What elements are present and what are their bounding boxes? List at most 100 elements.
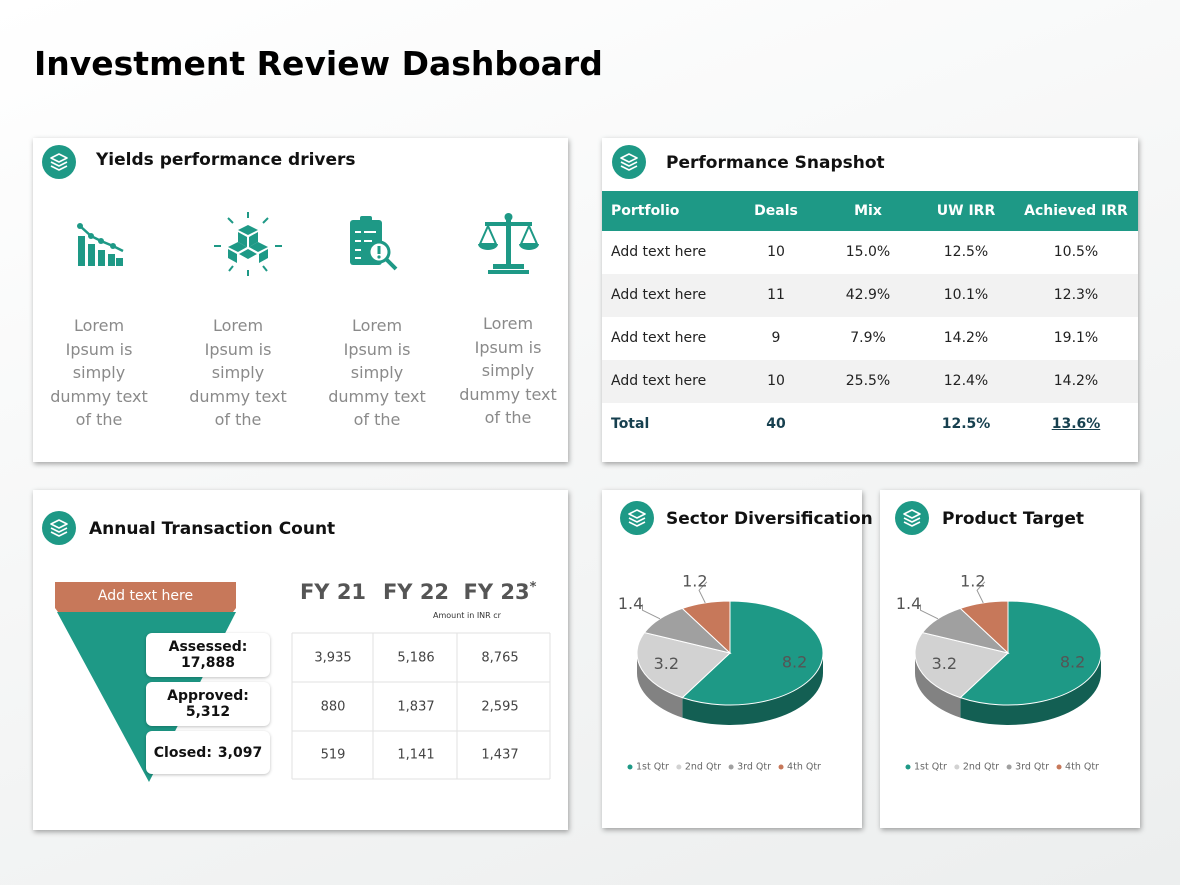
year-label: FY 21 <box>299 580 367 604</box>
driver-line: of the <box>75 410 123 429</box>
data-label: 3.2 <box>654 654 679 673</box>
table-cell: 1,141 <box>397 747 435 763</box>
panel-icon <box>612 145 646 179</box>
legend-swatch <box>1006 764 1012 770</box>
legend-label: 3rd Qtr <box>1015 762 1049 773</box>
driver-line: Ipsum is <box>343 339 411 359</box>
pie-slice <box>959 600 1009 655</box>
table-cell: 14.2% <box>1053 373 1099 389</box>
funnel-stage: Closed: 3,097 <box>146 731 270 774</box>
table-cell: 3,935 <box>314 650 352 666</box>
legend-label: 4th Qtr <box>1065 762 1099 773</box>
legend-swatch <box>728 764 734 770</box>
table-cell: 880 <box>320 699 346 715</box>
table-cell: 25.5% <box>845 373 891 389</box>
table-cell: Add text here <box>611 330 707 346</box>
legend-label: 3rd Qtr <box>737 762 771 773</box>
driver-icons <box>77 212 539 276</box>
funnel-stage: Assessed: 17,888 <box>146 633 270 677</box>
pie-slice <box>959 600 1102 706</box>
driver-line: Ipsum is <box>474 337 542 357</box>
driver-line: dummy text <box>50 386 148 406</box>
driver-text: Lorem Ipsum is simply dummy text of the <box>178 314 298 432</box>
column-header: UW IRR <box>936 203 996 219</box>
panel-title: Product Target <box>942 509 1085 529</box>
pie-slice <box>914 632 1010 699</box>
pie-panel: Product Target 8.2 3.2 1.4 1.2 1st Qtr 2nd Qt… <box>880 490 1140 828</box>
note: Amount in INR cr <box>433 611 501 620</box>
table-row: Add text here 10 25.5% 12.4% 14.2% <box>602 360 1138 403</box>
table-cell: 9 <box>771 330 781 346</box>
table-row: Add text here 10 15.0% 12.5% 10.5% <box>602 231 1138 274</box>
driver-line: of the <box>214 410 262 429</box>
pie-side <box>682 653 823 725</box>
stage-value: 17,888 <box>180 655 236 671</box>
driver-line: Lorem <box>482 314 534 333</box>
table-cell: Add text here <box>611 287 707 303</box>
pie-chart: 8.2 3.2 1.4 1.2 1st Qtr 2nd Qtr 3rd Qtr 4th Qtr <box>896 571 1102 773</box>
pie-side <box>637 653 683 718</box>
driver-line: of the <box>484 408 532 427</box>
column-header: Achieved IRR <box>1024 203 1128 219</box>
total-uw-irr: 12.5% <box>941 416 991 432</box>
legend-swatch <box>627 764 633 770</box>
legend-label: 2nd Qtr <box>963 762 999 773</box>
driver-line: dummy text <box>459 384 557 404</box>
data-label: 1.4 <box>896 594 921 613</box>
legend-label: 1st Qtr <box>636 762 669 773</box>
table-row: Add text here 9 7.9% 14.2% 19.1% <box>602 317 1138 360</box>
stage-value: 5,312 <box>185 704 231 720</box>
table-cell: 2,595 <box>481 699 519 715</box>
table-cell: 519 <box>320 747 346 763</box>
transactions-panel: Annual Transaction Count Add text here F… <box>33 490 568 830</box>
funnel-stage: Approved: 5,312 <box>146 682 270 726</box>
stage-label: Approved: <box>167 688 249 704</box>
table-cell: 42.9% <box>845 287 891 303</box>
legend-swatch <box>778 764 784 770</box>
legend-label: 1st Qtr <box>914 762 947 773</box>
panel-icon <box>42 145 76 179</box>
funnel-header: Add text here <box>97 588 194 604</box>
total-deals: 40 <box>766 416 786 432</box>
table-cell: 5,186 <box>397 650 435 666</box>
pie-slice <box>681 600 824 706</box>
legend-label: 2nd Qtr <box>685 762 721 773</box>
year-header: FY 23* <box>464 580 537 604</box>
table-header: Portfolio Deals Mix UW IRR Achieved IRR <box>602 191 1138 231</box>
table-cell: 7.9% <box>850 330 886 346</box>
table-cell: 12.4% <box>943 373 989 389</box>
driver-text: Lorem Ipsum is simply dummy text of the <box>39 314 159 432</box>
driver-line: Lorem <box>212 316 264 335</box>
total-achieved-irr: 13.6% <box>1051 416 1101 432</box>
asterisk: * <box>529 580 537 595</box>
stage-label: Closed: <box>153 744 212 761</box>
pie-chart: 8.2 3.2 1.4 1.2 1st Qtr 2nd Qtr 3rd Qtr 4th Qtr <box>618 571 824 773</box>
legend-label: 4th Qtr <box>787 762 821 773</box>
legend-swatch <box>676 764 682 770</box>
year-label: FY 23 <box>463 580 530 604</box>
legend-swatch <box>954 764 960 770</box>
table-cell: 8,765 <box>481 650 519 666</box>
stage-label: Assessed: <box>168 639 248 655</box>
driver-line: Ipsum is <box>204 339 272 359</box>
panel-title: Performance Snapshot <box>666 153 885 173</box>
table-row: Add text here 11 42.9% 10.1% 12.3% <box>602 274 1138 317</box>
driver-line: simply <box>350 363 404 382</box>
year-header: FY 21 <box>300 580 366 604</box>
pie-side <box>915 653 961 718</box>
driver-line: simply <box>211 363 265 382</box>
snapshot-panel: Performance Snapshot Portfolio Deals Mix UW… <box>602 138 1138 462</box>
leader-line <box>976 581 986 604</box>
pie-panel: Sector Diversification 8.2 3.2 1.4 1.2 1st Q… <box>602 490 873 828</box>
legend-swatch <box>905 764 911 770</box>
driver-line: Lorem <box>351 316 403 335</box>
panel-title: Annual Transaction Count <box>89 519 336 539</box>
pie-slice <box>636 632 732 699</box>
driver-line: dummy text <box>328 386 426 406</box>
driver-line: simply <box>72 363 126 382</box>
table-cell: 15.0% <box>845 244 891 260</box>
data-label: 1.4 <box>618 594 643 613</box>
table-cell: 10.1% <box>943 287 989 303</box>
table-cell: 10 <box>767 244 785 260</box>
table-cell: 12.3% <box>1053 287 1099 303</box>
